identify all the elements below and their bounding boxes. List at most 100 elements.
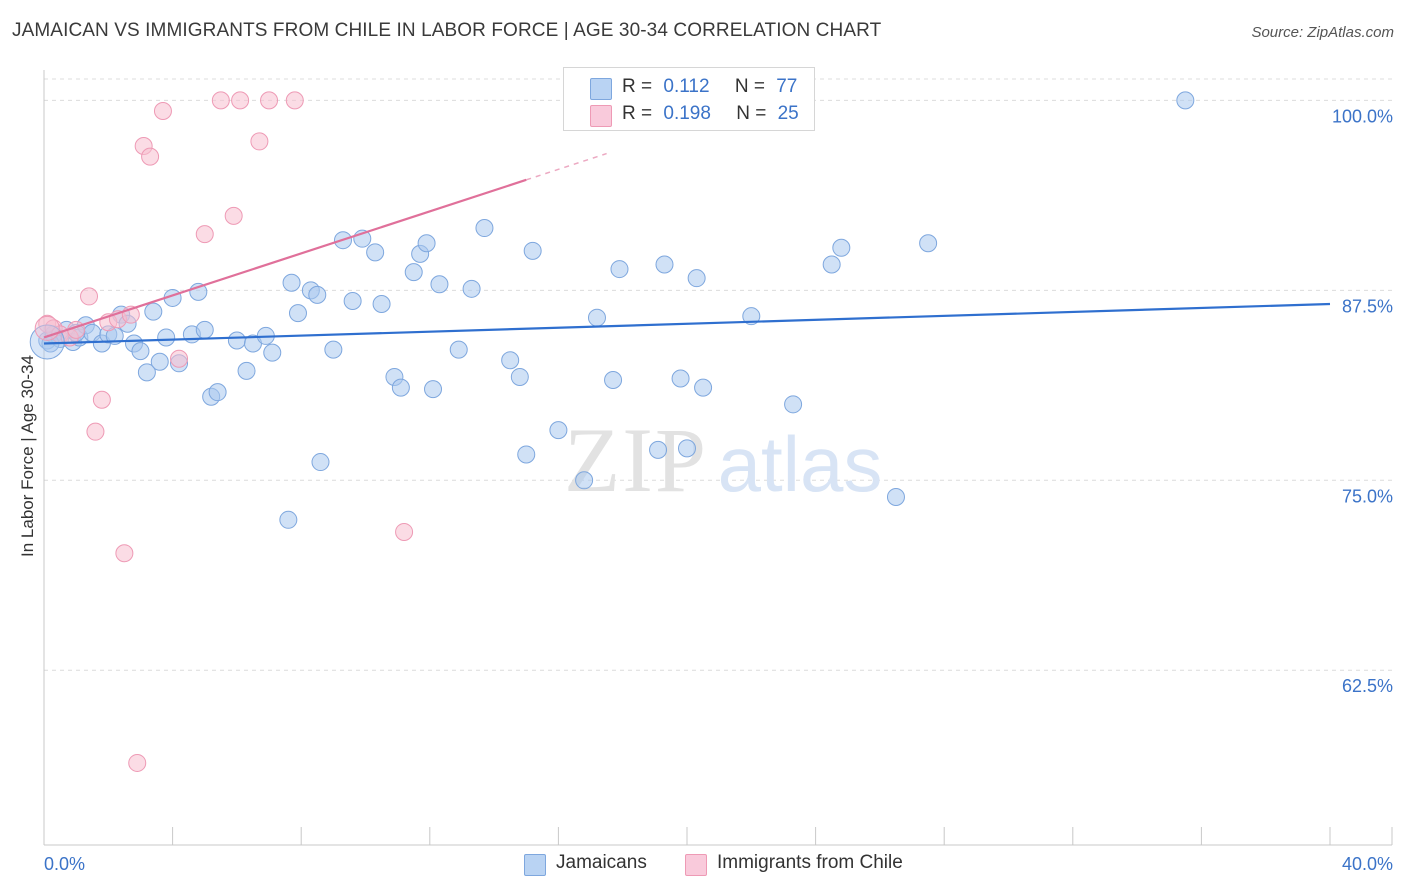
jamaican-point — [462, 279, 481, 298]
jamaican-trend-line — [43, 302, 1331, 345]
x-tick-label: 40.0% — [1342, 854, 1393, 874]
chile-point — [224, 206, 243, 225]
jamaican-point — [404, 263, 423, 282]
jamaican-point — [391, 378, 410, 397]
jamaican-point — [195, 320, 214, 339]
legend-r-label: R = — [622, 103, 653, 124]
jamaican-point — [282, 273, 301, 292]
jamaican-point — [343, 291, 362, 310]
jamaican-point — [288, 304, 307, 323]
jamaican-point — [832, 238, 851, 257]
jamaican-point — [886, 488, 905, 507]
jamaican-point — [1176, 91, 1195, 110]
jamaican-point — [366, 243, 385, 262]
jamaican-point — [208, 383, 227, 402]
chile-point — [92, 390, 111, 409]
jamaican-point — [649, 440, 668, 459]
chile-point — [211, 91, 230, 110]
jamaican-point — [150, 352, 169, 371]
chile-trend-line — [43, 178, 527, 339]
jamaican-point — [694, 378, 713, 397]
chile-point — [115, 544, 134, 563]
chile-point — [250, 132, 269, 151]
legend-text: R = 0.198 N = 25 — [622, 103, 799, 125]
legend-n-value: 77 — [776, 76, 798, 97]
legend-r-value: 0.112 — [663, 76, 710, 97]
jamaican-point — [475, 219, 494, 238]
jamaican-point — [822, 255, 841, 274]
correlation-legend: R = 0.112 N = 77 R = 0.198 N = 25 — [563, 67, 815, 131]
legend-r-label: R = — [622, 76, 653, 97]
jamaican-point — [604, 371, 623, 389]
chile-point — [285, 91, 304, 110]
jamaican-point — [517, 445, 536, 464]
trend-layer — [43, 152, 1331, 345]
legend-n-label: N = — [734, 76, 765, 97]
tick-label-layer: 100.0% 87.5% 75.0% 62.5% 0.0% 40.0% — [44, 106, 1393, 874]
jamaican-point — [227, 331, 246, 350]
jamaican-point — [671, 369, 690, 388]
jamaican-point — [449, 340, 468, 359]
bottom-legend-label: Jamaicans — [556, 852, 647, 873]
jamaican-point — [430, 275, 449, 294]
jamaican-point — [655, 255, 674, 274]
chile-point — [80, 287, 99, 306]
chile-trend-line-extension — [526, 152, 607, 181]
jamaican-point — [610, 260, 629, 279]
legend-n-value: 25 — [777, 103, 799, 124]
chile-point — [170, 349, 189, 368]
watermark: ZIP atlas — [564, 409, 882, 511]
source-label: Source: ZipAtlas.com — [1251, 24, 1394, 41]
jamaican-point — [523, 241, 542, 260]
jamaican-point — [308, 285, 327, 304]
jamaican-point — [575, 471, 594, 490]
jamaican-point — [279, 510, 298, 529]
chile-point — [195, 225, 214, 244]
jamaican-point — [587, 308, 606, 327]
jamaican-point — [157, 328, 176, 347]
y-tick-label: 87.5% — [1342, 296, 1393, 316]
chile-point — [231, 91, 250, 110]
y-tick-label: 62.5% — [1342, 676, 1393, 696]
chile-point — [141, 147, 160, 166]
jamaican-point — [137, 363, 156, 382]
jamaican-point — [263, 343, 282, 362]
bottom-legend-swatch-pink — [685, 854, 707, 876]
jamaican-point — [678, 439, 696, 458]
bottom-legend-label: Immigrants from Chile — [717, 852, 903, 873]
chart-title: JAMAICAN VS IMMIGRANTS FROM CHILE IN LAB… — [12, 20, 882, 41]
legend-text: R = 0.112 N = 77 — [622, 76, 797, 98]
chile-point — [86, 422, 105, 441]
y-tick-label: 75.0% — [1342, 486, 1393, 506]
jamaican-point — [417, 234, 436, 253]
jamaican-point — [742, 307, 761, 326]
jamaican-point — [510, 367, 529, 386]
jamaican-point — [324, 340, 343, 359]
jamaican-point — [549, 421, 568, 440]
y-axis-label: In Labor Force | Age 30-34 — [18, 355, 37, 557]
jamaican-point — [311, 453, 330, 472]
legend-r-value: 0.198 — [663, 103, 711, 124]
chile-point — [395, 522, 414, 541]
jamaican-point — [919, 234, 938, 253]
axis-layer — [43, 70, 1393, 846]
jamaican-point — [424, 380, 443, 399]
chile-point — [153, 102, 172, 121]
chile-point — [260, 91, 279, 110]
watermark-atlas: atlas — [718, 420, 883, 508]
chile-point — [128, 753, 147, 772]
jamaican-point — [144, 302, 163, 321]
bottom-legend-swatch-blue — [524, 854, 546, 876]
jamaican-point — [372, 295, 391, 314]
jamaican-point — [237, 361, 256, 380]
jamaican-point — [784, 395, 803, 414]
watermark-zip: ZIP — [564, 409, 708, 511]
jamaican-point — [501, 351, 520, 370]
legend-n-label: N = — [736, 103, 767, 124]
legend-swatch-blue — [590, 78, 612, 100]
legend-swatch-pink — [590, 105, 612, 127]
jamaican-point — [687, 269, 706, 288]
x-tick-label: 0.0% — [44, 854, 85, 874]
y-tick-label: 100.0% — [1332, 106, 1393, 126]
